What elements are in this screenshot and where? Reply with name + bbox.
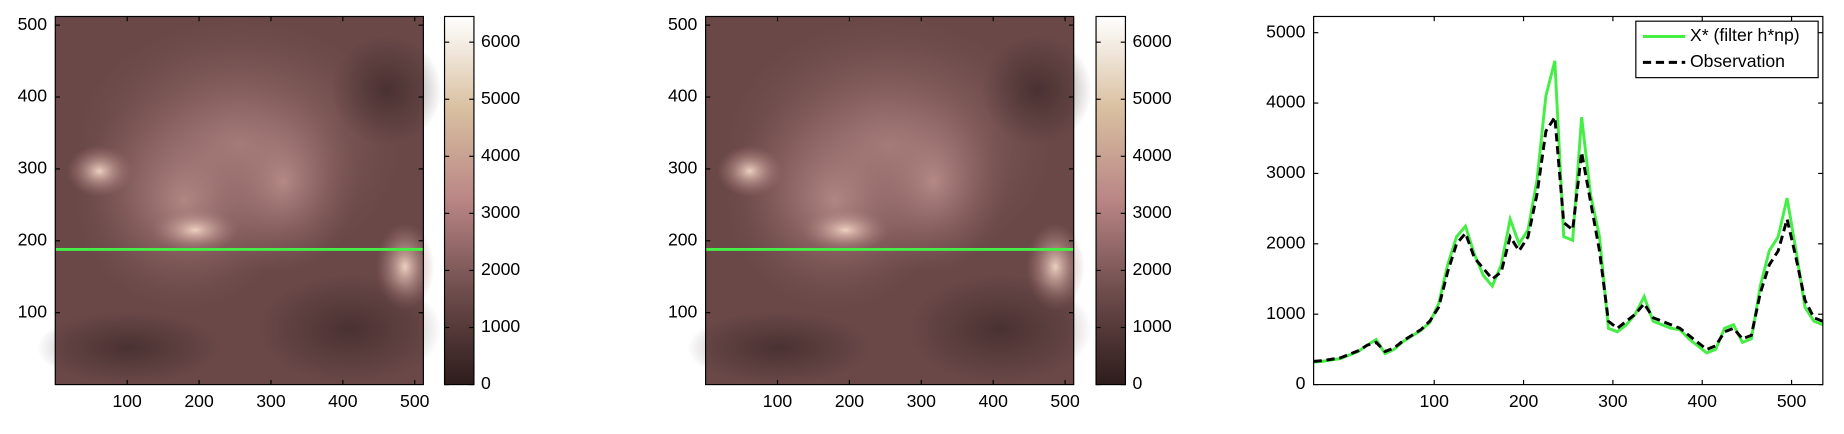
- colorbar-tick-label: 4000: [481, 145, 520, 165]
- image-texture: [257, 274, 442, 385]
- x-tick-label: 100: [1420, 391, 1450, 411]
- image-texture: [981, 34, 1093, 146]
- colorbar-tick-label: 1000: [481, 316, 520, 336]
- image-texture: [331, 34, 442, 146]
- y-tick-label: 100: [668, 301, 698, 321]
- x-tick-label: 400: [328, 391, 358, 411]
- colorbar-tick-label: 3000: [1133, 202, 1172, 222]
- x-tick-label: 400: [978, 391, 1008, 411]
- series-line: [1313, 60, 1824, 364]
- x-tick-label: 500: [400, 391, 430, 411]
- y-tick-label: 200: [668, 229, 698, 249]
- colorbar-tick-label: 1000: [1133, 316, 1172, 336]
- y-tick-label: 0: [1296, 373, 1306, 393]
- y-tick-label: 3000: [1266, 162, 1305, 182]
- axes-frame: [54, 15, 424, 386]
- x-tick-label: 300: [907, 391, 937, 411]
- x-tick-label: 300: [256, 391, 286, 411]
- x-tick-label: 100: [112, 391, 142, 411]
- image-texture: [687, 310, 872, 385]
- legend-box: [1635, 20, 1819, 79]
- legend-label: Observation: [1690, 51, 1785, 71]
- y-tick-label: 300: [668, 158, 698, 178]
- x-tick-label: 500: [1777, 391, 1807, 411]
- y-tick-label: 400: [18, 86, 48, 106]
- x-tick-label: 300: [1598, 391, 1628, 411]
- colorbar-tick-label: 6000: [1133, 31, 1172, 51]
- y-tick-label: 500: [18, 14, 48, 34]
- colorbar-tick-label: 2000: [481, 259, 520, 279]
- y-tick-label: 500: [668, 14, 698, 34]
- colorbar-tick-label: 5000: [481, 88, 520, 108]
- x-tick-label: 200: [835, 391, 865, 411]
- colorbar: [1095, 15, 1127, 386]
- image-texture: [860, 90, 1008, 275]
- y-tick-label: 300: [18, 158, 48, 178]
- axes-frame: [1313, 15, 1824, 386]
- x-tick-label: 100: [763, 391, 793, 411]
- image-texture: [36, 310, 221, 385]
- x-tick-label: 200: [184, 391, 214, 411]
- colorbar-tick-label: 3000: [481, 202, 520, 222]
- x-tick-label: 400: [1688, 391, 1718, 411]
- axes-frame: [705, 15, 1075, 386]
- colorbar-tick-label: 6000: [481, 31, 520, 51]
- legend-label: X* (filter h*np): [1690, 25, 1800, 45]
- y-tick-label: 5000: [1266, 21, 1305, 41]
- colorbar-tick-label: 4000: [1133, 145, 1172, 165]
- y-tick-label: 2000: [1266, 232, 1305, 252]
- colorbar-tick-label: 0: [481, 373, 491, 393]
- image-texture: [716, 145, 783, 197]
- x-tick-label: 500: [1050, 391, 1080, 411]
- x-tick-label: 200: [1509, 391, 1539, 411]
- image-texture: [908, 274, 1093, 385]
- image-texture: [209, 90, 358, 275]
- y-tick-label: 100: [18, 301, 48, 321]
- y-tick-label: 200: [18, 229, 48, 249]
- y-tick-label: 1000: [1266, 303, 1305, 323]
- colorbar: [443, 15, 475, 386]
- y-tick-label: 4000: [1266, 92, 1305, 112]
- colorbar-tick-label: 5000: [1133, 88, 1172, 108]
- colorbar-tick-label: 2000: [1133, 259, 1172, 279]
- series-line: [1313, 112, 1824, 363]
- colorbar-tick-label: 0: [1133, 373, 1143, 393]
- image-texture: [66, 145, 133, 197]
- y-tick-label: 400: [668, 86, 698, 106]
